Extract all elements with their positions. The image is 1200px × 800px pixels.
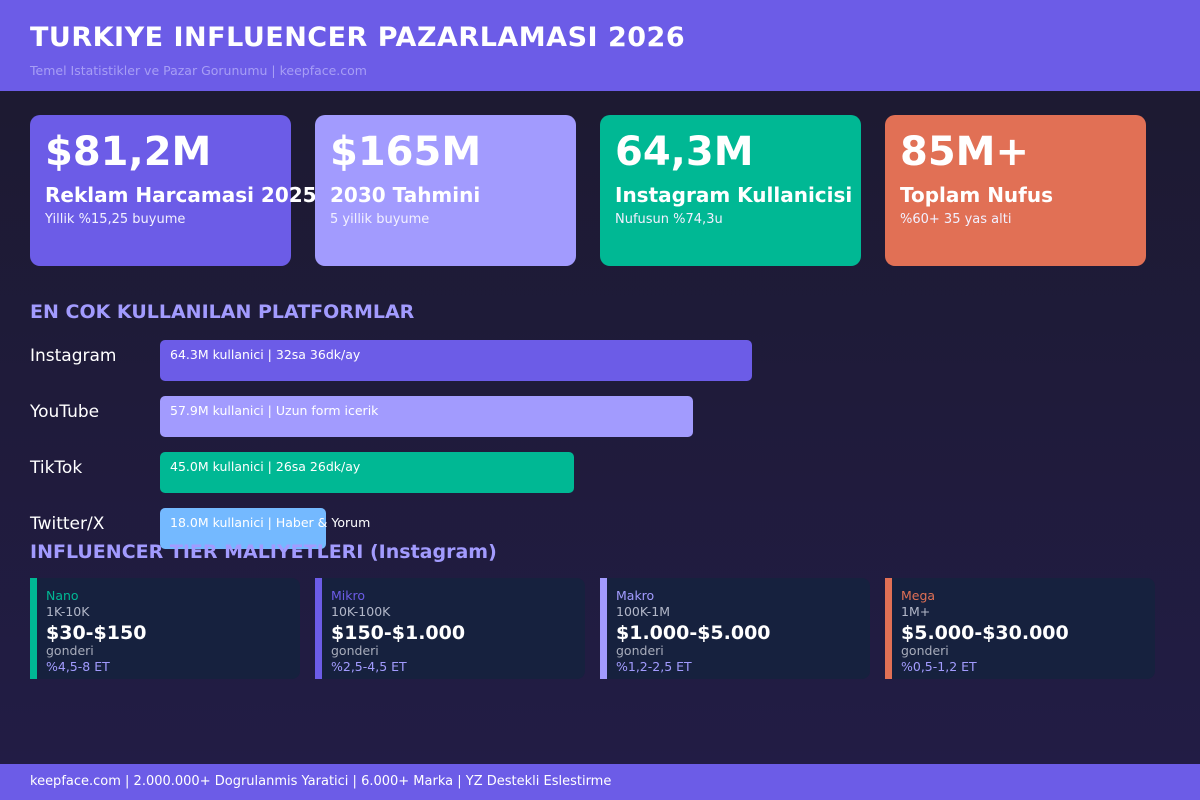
platform-name: YouTube (30, 402, 100, 422)
platform-name: Twitter/X (30, 514, 105, 534)
stat-label: Instagram Kullanicisi (615, 183, 853, 207)
tier-engagement-rate: %1,2-2,5 ET (616, 659, 692, 674)
tier-card-mega: Mega 1M+ $5.000-$30.000 gonderi %0,5-1,2… (885, 578, 1155, 679)
platform-bar (160, 396, 693, 437)
stat-subtext: %60+ 35 yas alti (900, 212, 1012, 227)
page-subtitle: Temel Istatistikler ve Pazar Gorunumu | … (30, 63, 367, 78)
stat-card-ad-spend: $81,2M Reklam Harcamasi 2025 Yillik %15,… (30, 115, 317, 266)
tier-price: $30-$150 (46, 622, 147, 644)
tier-accent-stripe (885, 578, 892, 679)
tier-follower-range: 1K-10K (46, 604, 90, 619)
platform-bar-text: 18.0M kullanici | Haber & Yorum (170, 515, 371, 530)
stat-label: 2030 Tahmini (330, 183, 481, 207)
stat-card-2030-forecast: $165M 2030 Tahmini 5 yillik buyume (315, 115, 576, 266)
tier-card-nano: Nano 1K-10K $30-$150 gonderi %4,5-8 ET (30, 578, 300, 679)
tier-price: $5.000-$30.000 (901, 622, 1069, 644)
tier-name: Mega (901, 588, 936, 603)
stat-card-population: 85M+ Toplam Nufus %60+ 35 yas alti (885, 115, 1146, 266)
tier-follower-range: 100K-1M (616, 604, 670, 619)
tiers-section-title: INFLUENCER TIER MALIYETLERI (Instagram) (30, 541, 497, 563)
platform-bar (160, 452, 574, 493)
stat-value: 85M+ (900, 129, 1029, 175)
tier-card-makro: Makro 100K-1M $1.000-$5.000 gonderi %1,2… (600, 578, 870, 679)
tier-engagement-rate: %0,5-1,2 ET (901, 659, 977, 674)
platform-bar-text: 57.9M kullanici | Uzun form icerik (170, 403, 379, 418)
tier-unit: gonderi (331, 643, 379, 658)
stat-value: $81,2M (45, 129, 212, 175)
platforms-section-title: EN COK KULLANILAN PLATFORMLAR (30, 301, 415, 323)
stat-subtext: Nufusun %74,3u (615, 212, 723, 227)
tier-unit: gonderi (46, 643, 94, 658)
tier-name: Nano (46, 588, 79, 603)
stat-label: Reklam Harcamasi 2025 (45, 183, 317, 207)
platform-bar-text: 64.3M kullanici | 32sa 36dk/ay (170, 347, 361, 362)
tier-follower-range: 10K-100K (331, 604, 391, 619)
tier-price: $1.000-$5.000 (616, 622, 771, 644)
stat-label: Toplam Nufus (900, 183, 1054, 207)
platform-name: TikTok (30, 458, 83, 478)
stat-card-instagram-users: 64,3M Instagram Kullanicisi Nufusun %74,… (600, 115, 861, 266)
tier-name: Mikro (331, 588, 366, 603)
footer-text: keepface.com | 2.000.000+ Dogrulanmis Ya… (30, 774, 612, 789)
tier-price: $150-$1.000 (331, 622, 466, 644)
page-title: TURKIYE INFLUENCER PAZARLAMASI 2026 (30, 22, 686, 53)
tier-unit: gonderi (616, 643, 664, 658)
header-bar: TURKIYE INFLUENCER PAZARLAMASI 2026 Teme… (0, 0, 1200, 91)
stat-value: 64,3M (615, 129, 754, 175)
platform-bar-text: 45.0M kullanici | 26sa 26dk/ay (170, 459, 361, 474)
tier-engagement-rate: %4,5-8 ET (46, 659, 110, 674)
stat-value: $165M (330, 129, 482, 175)
tier-accent-stripe (600, 578, 607, 679)
tier-engagement-rate: %2,5-4,5 ET (331, 659, 407, 674)
tier-follower-range: 1M+ (901, 604, 931, 619)
platform-bar (160, 508, 326, 549)
tier-name: Makro (616, 588, 655, 603)
tier-card-mikro: Mikro 10K-100K $150-$1.000 gonderi %2,5-… (315, 578, 585, 679)
tier-accent-stripe (315, 578, 322, 679)
platform-bar (160, 340, 752, 381)
stat-subtext: Yillik %15,25 buyume (45, 212, 186, 227)
footer-bar: keepface.com | 2.000.000+ Dogrulanmis Ya… (0, 764, 1200, 800)
tier-unit: gonderi (901, 643, 949, 658)
tier-accent-stripe (30, 578, 37, 679)
platform-name: Instagram (30, 346, 117, 366)
stat-subtext: 5 yillik buyume (330, 212, 430, 227)
